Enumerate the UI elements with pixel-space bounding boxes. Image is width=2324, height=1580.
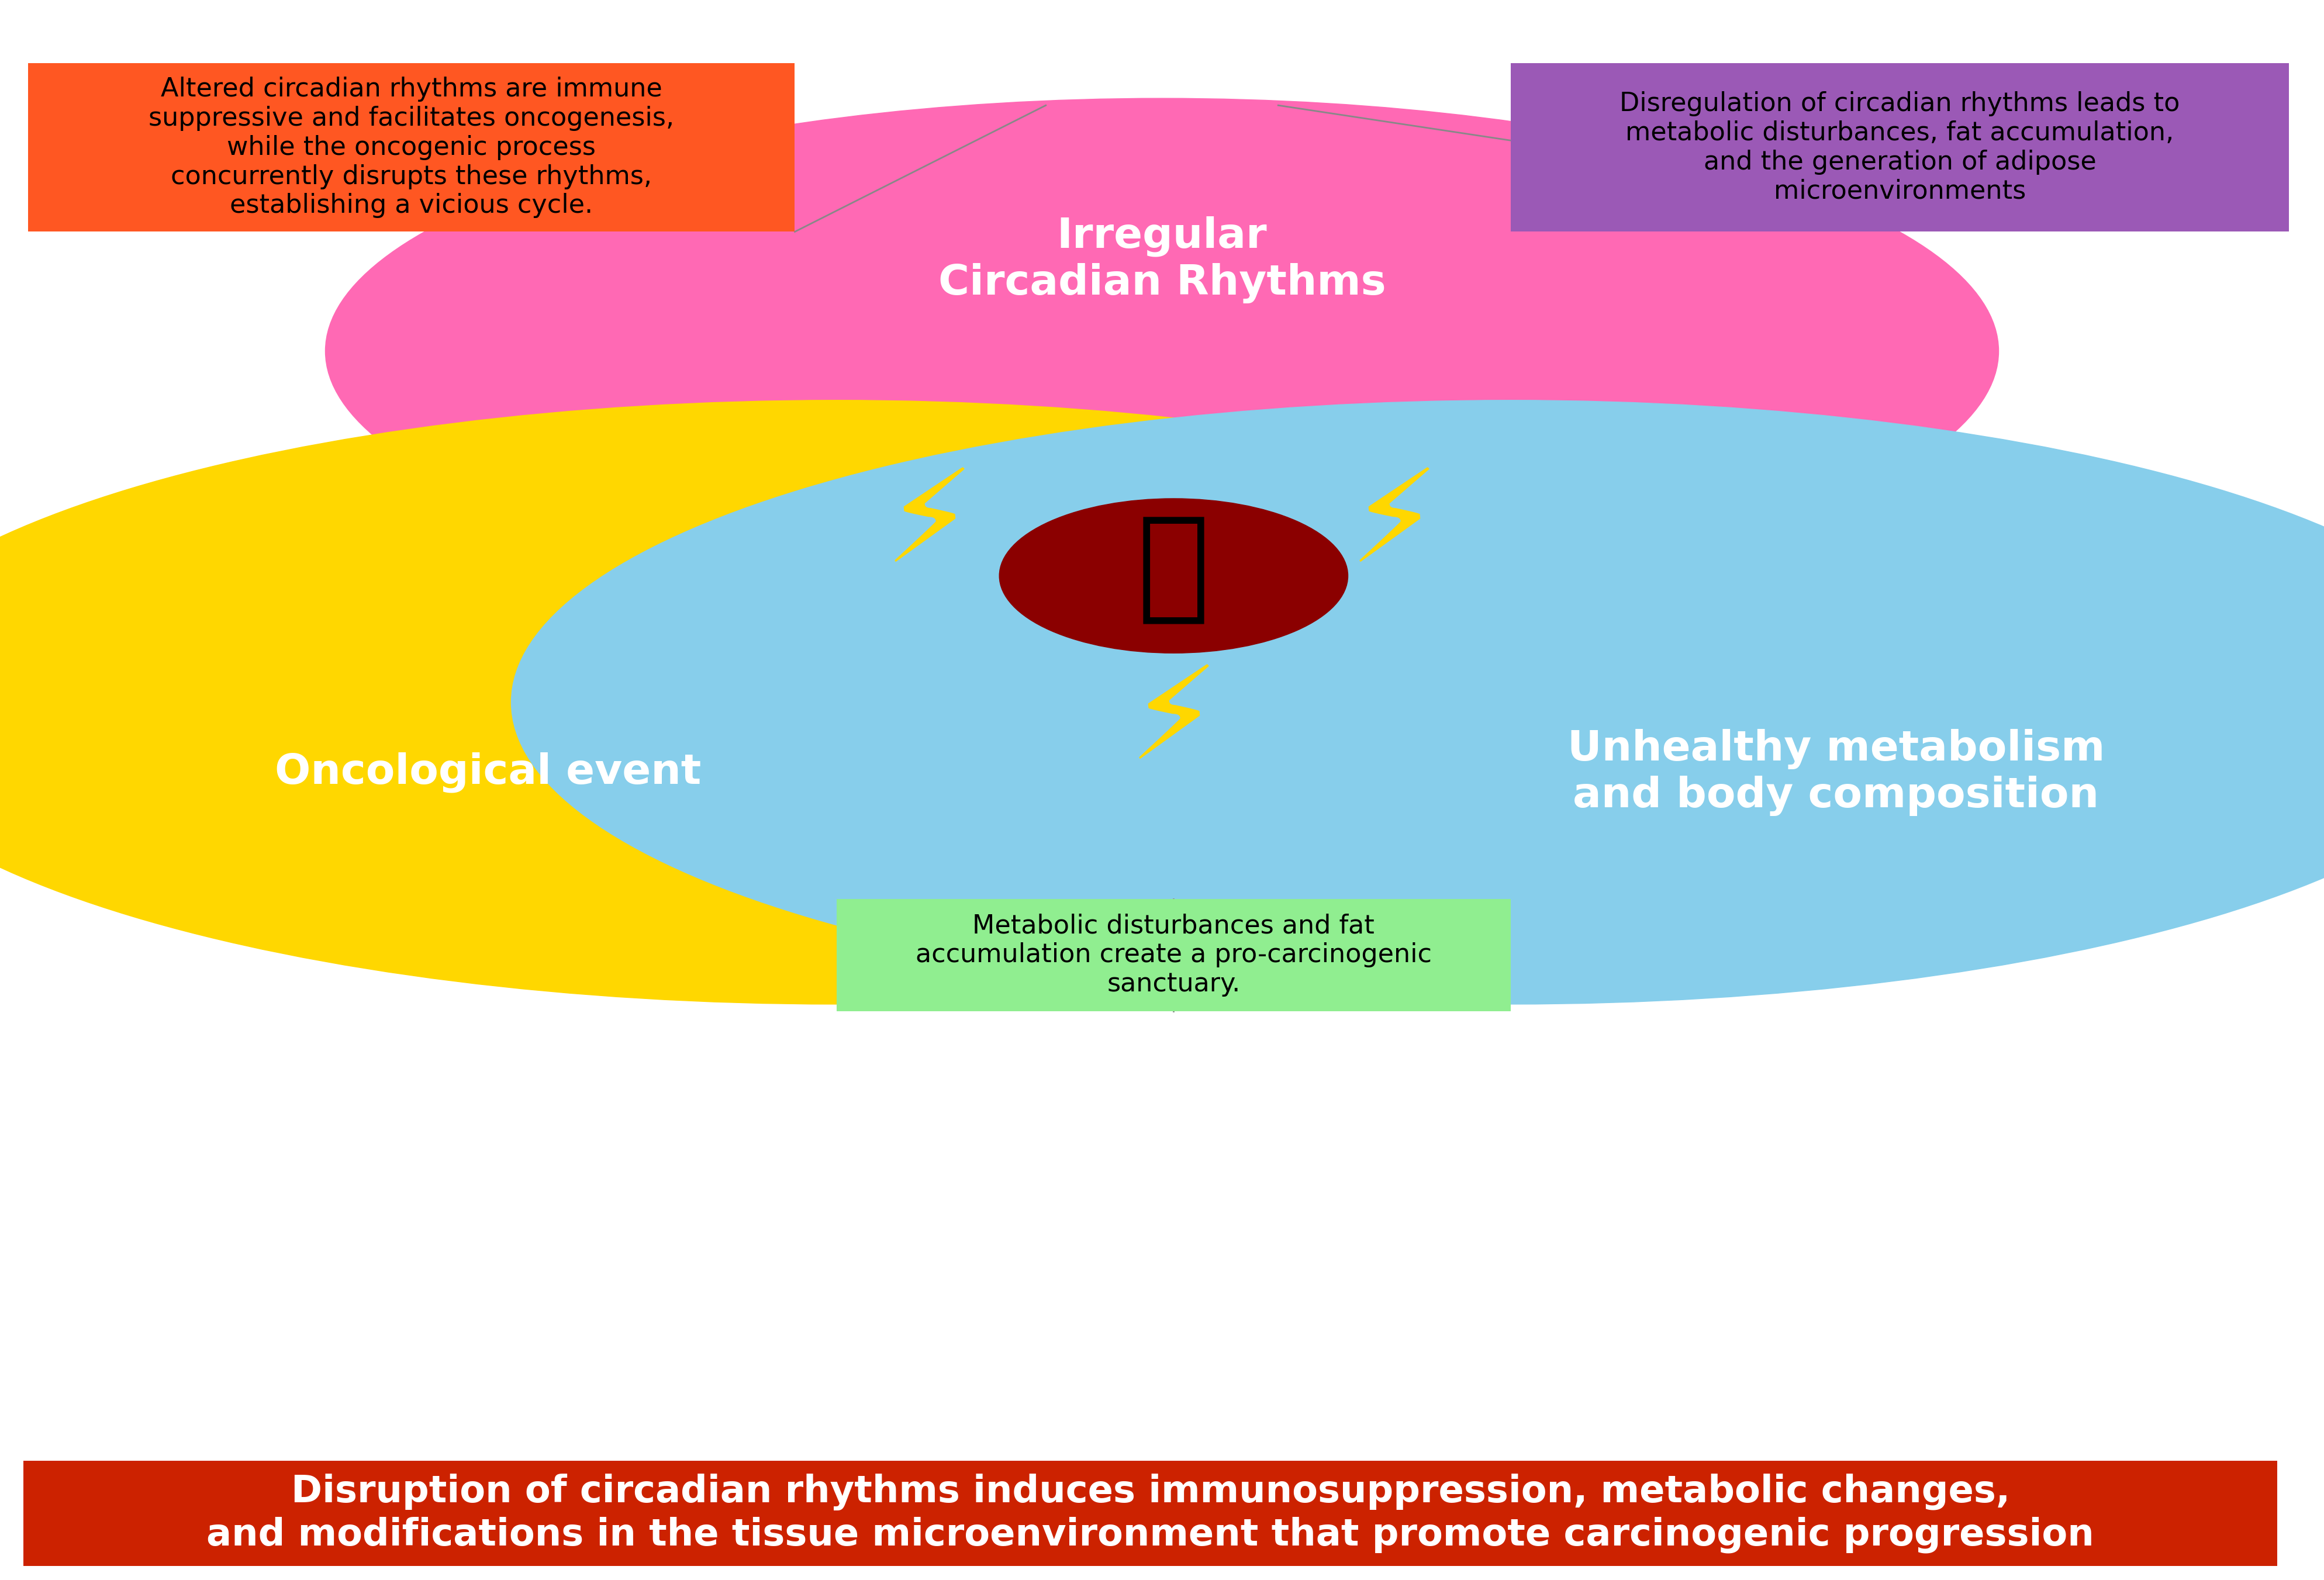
Text: Irregular
Circadian Rhythms: Irregular Circadian Rhythms [939, 216, 1385, 303]
Circle shape [511, 400, 2324, 1005]
Text: ⚡: ⚡ [883, 465, 976, 589]
Text: Disregulation of circadian rhythms leads to
metabolic disturbances, fat accumula: Disregulation of circadian rhythms leads… [1620, 92, 2180, 204]
Text: Unhealthy metabolism
and body composition: Unhealthy metabolism and body compositio… [1566, 728, 2106, 815]
FancyBboxPatch shape [28, 63, 795, 232]
Text: 👎: 👎 [1136, 510, 1211, 627]
Text: Oncological event: Oncological event [274, 752, 702, 793]
Ellipse shape [999, 499, 1348, 653]
Text: ⚡: ⚡ [1348, 465, 1441, 589]
Text: Altered circadian rhythms are immune
suppressive and facilitates oncogenesis,
wh: Altered circadian rhythms are immune sup… [149, 77, 674, 218]
Circle shape [0, 400, 1836, 1005]
Text: Metabolic disturbances and fat
accumulation create a pro-carcinogenic
sanctuary.: Metabolic disturbances and fat accumulat… [916, 913, 1432, 997]
Circle shape [325, 98, 1999, 604]
FancyBboxPatch shape [23, 1460, 2278, 1566]
Text: ⚡: ⚡ [1127, 660, 1220, 785]
FancyBboxPatch shape [837, 899, 1511, 1011]
FancyBboxPatch shape [1511, 63, 2289, 232]
Text: Disruption of circadian rhythms induces immunosuppression, metabolic changes,
an: Disruption of circadian rhythms induces … [207, 1474, 2094, 1553]
